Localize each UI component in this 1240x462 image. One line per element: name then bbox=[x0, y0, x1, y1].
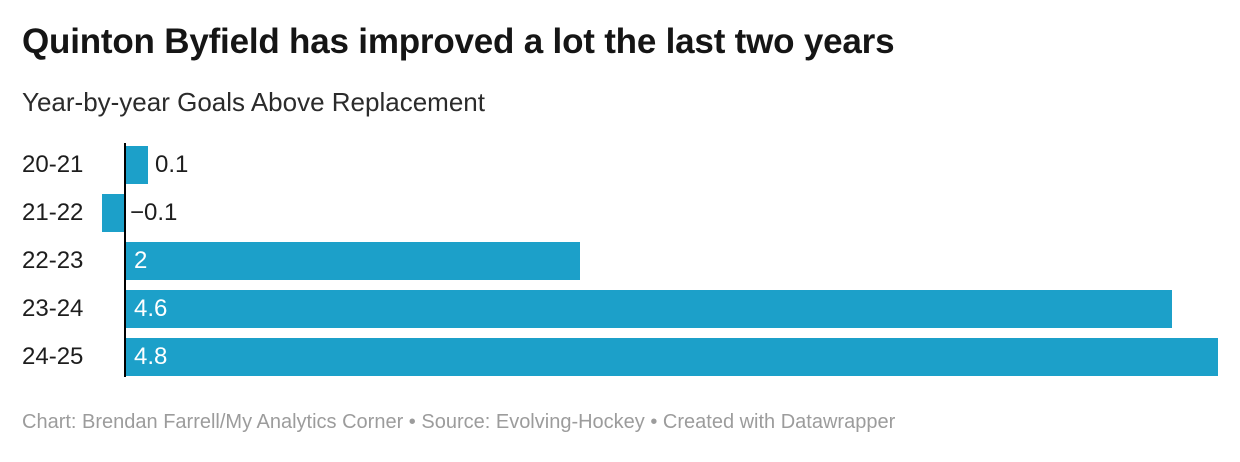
attribution-footer: Chart: Brendan Farrell/My Analytics Corn… bbox=[22, 411, 896, 433]
bar bbox=[126, 146, 148, 184]
category-label: 21-22 bbox=[22, 199, 84, 226]
category-label: 22-23 bbox=[22, 247, 84, 274]
bar-row: 24-25 4.8 bbox=[0, 338, 1240, 376]
bar-row: 23-24 4.6 bbox=[0, 290, 1240, 328]
bar-row: 22-23 2 bbox=[0, 242, 1240, 280]
value-label: 4.6 bbox=[134, 295, 168, 322]
bar bbox=[126, 242, 580, 280]
category-label: 20-21 bbox=[22, 151, 84, 178]
category-label: 24-25 bbox=[22, 343, 84, 370]
bar bbox=[102, 194, 124, 232]
chart-title: Quinton Byfield has improved a lot the l… bbox=[22, 22, 895, 61]
value-label: 0.1 bbox=[155, 151, 189, 178]
zero-axis-line bbox=[124, 143, 126, 377]
bar-row: 21-22 −0.1 bbox=[0, 194, 1240, 232]
chart-subtitle: Year-by-year Goals Above Replacement bbox=[22, 87, 485, 117]
bar bbox=[126, 290, 1172, 328]
plot-area: 20-21 0.1 21-22 −0.1 22-23 2 23-24 4.6 2… bbox=[0, 143, 1240, 377]
category-label: 23-24 bbox=[22, 295, 84, 322]
value-label: 2 bbox=[134, 247, 148, 274]
value-label: 4.8 bbox=[134, 343, 168, 370]
bar bbox=[126, 338, 1218, 376]
value-label: −0.1 bbox=[130, 199, 178, 226]
bar-row: 20-21 0.1 bbox=[0, 146, 1240, 184]
